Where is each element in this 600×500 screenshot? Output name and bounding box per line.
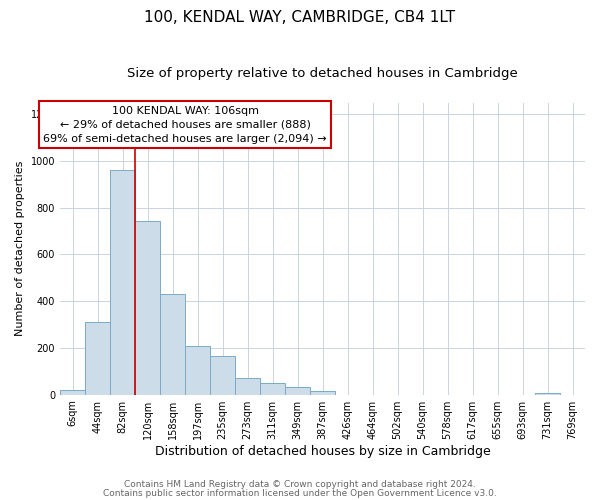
Bar [110, 170, 135, 394]
X-axis label: Distribution of detached houses by size in Cambridge: Distribution of detached houses by size … [155, 444, 490, 458]
Title: Size of property relative to detached houses in Cambridge: Size of property relative to detached ho… [127, 68, 518, 80]
Bar [535, 393, 560, 394]
Bar [135, 220, 160, 394]
Bar [260, 384, 285, 394]
Text: 100, KENDAL WAY, CAMBRIDGE, CB4 1LT: 100, KENDAL WAY, CAMBRIDGE, CB4 1LT [145, 10, 455, 25]
Bar [160, 294, 185, 394]
Bar [310, 390, 335, 394]
Bar [60, 390, 85, 394]
Text: Contains HM Land Registry data © Crown copyright and database right 2024.: Contains HM Land Registry data © Crown c… [124, 480, 476, 489]
Bar [85, 322, 110, 394]
Y-axis label: Number of detached properties: Number of detached properties [15, 161, 25, 336]
Bar [235, 378, 260, 394]
Bar [210, 356, 235, 395]
Bar [185, 346, 210, 395]
Text: 100 KENDAL WAY: 106sqm
← 29% of detached houses are smaller (888)
69% of semi-de: 100 KENDAL WAY: 106sqm ← 29% of detached… [43, 106, 327, 144]
Bar [285, 387, 310, 394]
Text: Contains public sector information licensed under the Open Government Licence v3: Contains public sector information licen… [103, 488, 497, 498]
